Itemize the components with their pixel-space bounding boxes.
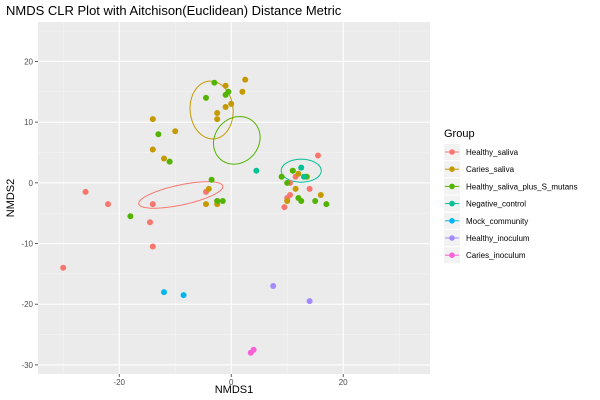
legend-item-caries-saliva: Caries_saliva — [444, 161, 515, 178]
point-healthy-saliva-plus-s-mutans — [278, 173, 285, 180]
point-caries-saliva — [242, 76, 249, 83]
legend-item-negative-control: Negative_control — [444, 195, 526, 212]
plot-panel — [38, 22, 430, 374]
point-healthy-saliva-plus-s-mutans — [127, 213, 134, 220]
point-caries-saliva — [214, 116, 221, 123]
point-caries-saliva — [149, 116, 156, 123]
ellipse-healthy-saliva — [138, 181, 224, 209]
grid-major — [38, 22, 430, 374]
legend-key-point — [449, 149, 455, 155]
point-caries-saliva — [239, 88, 246, 95]
legend-label: Mock_community — [466, 217, 528, 226]
point-healthy-saliva — [105, 201, 111, 208]
point-caries-saliva — [284, 198, 291, 205]
point-healthy-saliva — [149, 201, 156, 208]
point-healthy-saliva-plus-s-mutans — [225, 88, 232, 95]
legend-item-healthy-saliva: Healthy_saliva — [444, 144, 519, 160]
point-caries-inoculum — [250, 346, 257, 353]
legend-label: Negative_control — [466, 200, 526, 209]
point-healthy-saliva-plus-s-mutans — [166, 158, 173, 165]
y-axis-title: NMDS2 — [5, 179, 17, 218]
chart-title: NMDS CLR Plot with Aitchison(Euclidean) … — [6, 3, 342, 18]
point-caries-saliva — [205, 185, 212, 192]
x-tick-label: 0 — [229, 378, 234, 387]
point-healthy-saliva-plus-s-mutans — [203, 94, 209, 101]
point-caries-saliva — [228, 100, 235, 107]
point-caries-saliva — [222, 82, 229, 89]
ellipse-healthy-saliva-plus-s-mutans — [213, 115, 261, 165]
legend-label: Healthy_saliva — [466, 148, 519, 157]
y-tick-label: 0 — [29, 179, 34, 188]
point-healthy-saliva — [287, 191, 293, 198]
ellipse-negative-control — [280, 158, 322, 183]
point-healthy-saliva-plus-s-mutans — [211, 79, 218, 86]
point-caries-saliva — [214, 110, 221, 117]
point-negative-control — [301, 173, 307, 180]
legend: Group Healthy_saliva Caries_saliva Healthy… — [444, 128, 578, 264]
legend-key-point — [449, 218, 455, 224]
legend-label: Caries_saliva — [466, 165, 515, 174]
point-caries-saliva — [161, 155, 167, 162]
point-healthy-saliva-plus-s-mutans — [295, 195, 302, 201]
point-healthy-saliva-plus-s-mutans — [289, 167, 296, 174]
point-negative-control — [253, 167, 260, 174]
x-axis-title: NMDS1 — [215, 384, 254, 396]
legend-label: Caries_inoculum — [466, 251, 526, 260]
points-layer — [60, 76, 330, 356]
point-healthy-saliva — [315, 152, 321, 159]
point-healthy-saliva-plus-s-mutans — [155, 131, 162, 138]
legend-item-healthy-inoculum: Healthy_inoculum — [444, 230, 530, 246]
grid-minor — [38, 22, 430, 374]
legend-label: Healthy_inoculum — [466, 234, 530, 243]
point-healthy-inoculum — [306, 298, 313, 305]
legend-key-point — [449, 235, 455, 241]
point-healthy-saliva-plus-s-mutans — [312, 198, 319, 205]
point-healthy-saliva-plus-s-mutans — [284, 179, 291, 186]
point-healthy-saliva — [147, 219, 153, 226]
point-healthy-saliva-plus-s-mutans — [323, 201, 330, 208]
legend-item-healthy-saliva-plus-s-mutans: Healthy_saliva_plus_S_mutans — [444, 178, 578, 195]
point-caries-saliva — [203, 201, 209, 208]
x-tick-label: -20 — [113, 378, 125, 387]
point-mock-community — [161, 289, 167, 296]
point-caries-saliva — [295, 170, 302, 177]
ellipse-caries-saliva — [189, 80, 234, 140]
legend-key-point — [449, 200, 455, 207]
legend-item-mock-community: Mock_community — [444, 212, 528, 229]
point-mock-community — [180, 292, 187, 299]
point-caries-saliva — [317, 191, 324, 198]
legend-title: Group — [444, 128, 475, 140]
y-tick-label: 20 — [24, 57, 33, 66]
point-healthy-saliva — [306, 185, 313, 192]
point-healthy-saliva-plus-s-mutans — [219, 198, 226, 205]
point-negative-control — [298, 164, 305, 171]
point-healthy-saliva-plus-s-mutans — [214, 198, 221, 205]
y-tick-label: 10 — [24, 118, 33, 127]
point-healthy-saliva — [82, 188, 89, 195]
axes-layer: -20 0 20 -30 -20 -10 0 10 20 — [21, 57, 348, 387]
point-healthy-saliva — [281, 204, 288, 211]
point-caries-saliva — [292, 185, 299, 192]
legend-key-point — [449, 252, 455, 258]
point-healthy-saliva-plus-s-mutans — [208, 176, 215, 183]
legend-item-caries-inoculum: Caries_inoculum — [444, 247, 526, 264]
y-tick-label: -30 — [21, 361, 33, 370]
point-caries-saliva — [222, 103, 229, 110]
point-caries-saliva — [149, 146, 156, 153]
y-tick-label: -20 — [21, 300, 33, 309]
legend-key-point — [449, 166, 455, 172]
point-caries-saliva — [172, 128, 179, 135]
legend-label: Healthy_saliva_plus_S_mutans — [466, 182, 578, 191]
ellipses-layer — [138, 80, 322, 209]
x-tick-label: 20 — [339, 378, 348, 387]
legend-key-point — [449, 183, 455, 190]
point-healthy-saliva — [149, 243, 156, 250]
point-healthy-inoculum — [270, 283, 277, 289]
point-healthy-saliva — [60, 264, 67, 271]
y-tick-label: -10 — [21, 240, 33, 249]
